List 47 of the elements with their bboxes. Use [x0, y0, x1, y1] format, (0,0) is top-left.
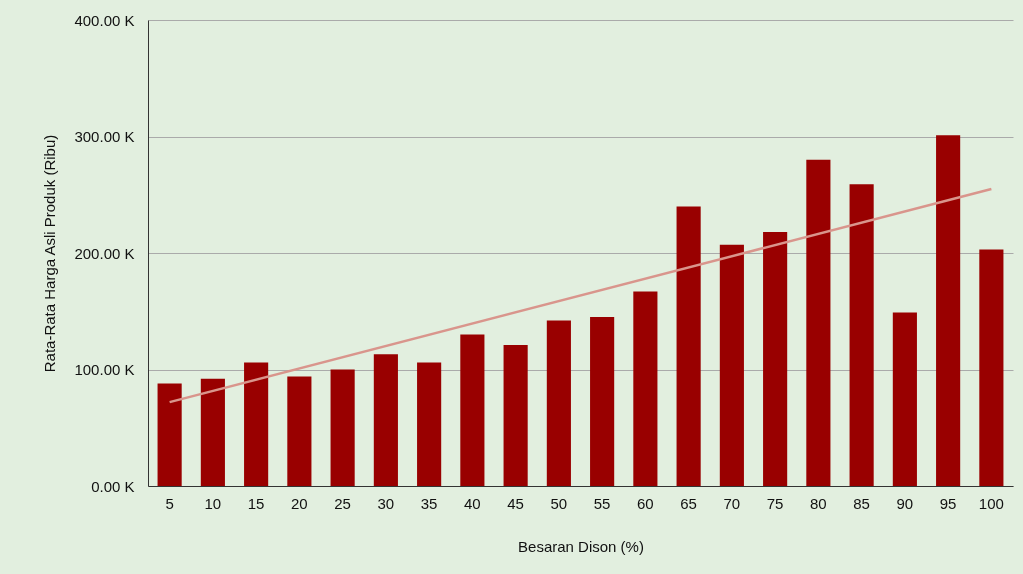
x-tick-label: 25 [334, 494, 351, 512]
bar [503, 345, 528, 486]
x-tick-label: 45 [507, 494, 524, 512]
bar [157, 383, 182, 486]
x-tick-label: 50 [550, 494, 568, 512]
bar [719, 244, 744, 486]
bar [200, 378, 225, 486]
x-tick-label: 10 [204, 494, 222, 512]
bar [330, 369, 355, 486]
bar [287, 376, 312, 486]
x-tick-label: 95 [939, 494, 957, 512]
y-tick-label: 400.00 K [74, 11, 135, 29]
bar [417, 362, 442, 486]
x-tick-label: 15 [247, 494, 265, 512]
bar [763, 232, 788, 486]
x-tick-label: 20 [291, 494, 308, 512]
x-tick-label: 60 [637, 494, 654, 512]
bar [849, 184, 874, 486]
bar [460, 334, 485, 486]
bar [633, 291, 658, 486]
bar [892, 312, 917, 486]
bar [979, 249, 1004, 486]
x-tick-label: 35 [420, 494, 438, 512]
bar [546, 320, 571, 486]
y-axis-title: Rata-Rata Harga Asli Produk (Ribu) [41, 134, 59, 373]
bar [373, 354, 398, 486]
bar [936, 135, 961, 486]
y-tick-label: 300.00 K [74, 128, 135, 145]
x-tick-label: 80 [810, 494, 827, 512]
x-tick-label: 90 [896, 494, 914, 512]
bar [590, 317, 615, 486]
y-tick-label: 200.00 K [74, 244, 135, 262]
x-tick-label: 40 [464, 494, 481, 512]
bar [244, 362, 269, 486]
x-tick-label: 65 [680, 494, 697, 512]
x-tick-label: 5 [165, 494, 174, 512]
x-tick-label: 100 [978, 494, 1004, 512]
x-tick-label: 55 [593, 494, 611, 512]
x-tick-label: 85 [853, 494, 870, 512]
bar [806, 159, 831, 486]
y-tick-label: 0.00 K [91, 477, 135, 495]
bar [676, 206, 701, 486]
x-tick-label: 30 [377, 494, 395, 512]
y-tick-label: 100.00 K [74, 361, 135, 378]
x-axis-title: Besaran Dison (%) [518, 537, 644, 555]
x-tick-label: 70 [723, 494, 741, 512]
x-tick-label: 75 [766, 494, 784, 512]
